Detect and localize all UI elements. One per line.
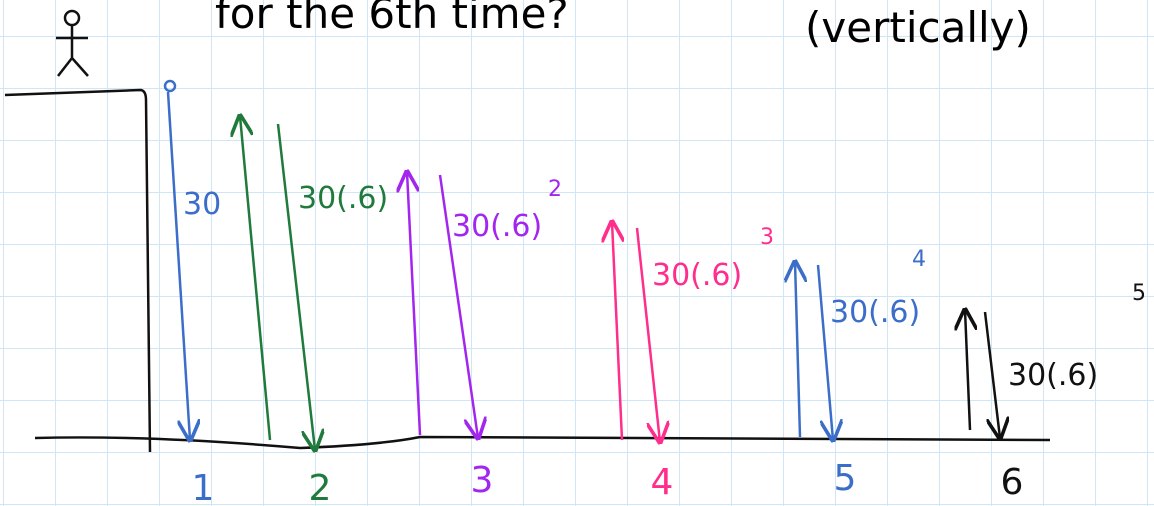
height-exponent: 2 [548, 177, 562, 202]
bounce-number: 6 [1001, 462, 1024, 503]
diagram: for the 6th time? (vertically) 30 30(.6)… [0, 0, 1154, 506]
height-label: 30(.6) [1008, 358, 1098, 393]
height-exponent: 5 [1132, 281, 1146, 306]
height-exponent: 3 [760, 225, 774, 250]
bounce-number: 1 [192, 468, 215, 506]
grid-paper [0, 0, 1154, 506]
height-label: 30 [183, 187, 221, 222]
height-label: 30(.6) [652, 258, 742, 293]
height-label: 30(.6) [830, 295, 920, 330]
bounce-number: 4 [651, 462, 674, 503]
height-label: 30(.6) [298, 181, 388, 216]
title: for the 6th time? [215, 0, 569, 38]
bounce-number: 2 [309, 468, 332, 506]
note: (vertically) [805, 3, 1031, 52]
height-label: 30(.6) [452, 209, 542, 244]
bounce-number: 5 [834, 458, 857, 499]
bounce-number: 3 [471, 460, 494, 501]
page: {"header": {"title": "for the 6th time?"… [0, 0, 1154, 506]
height-exponent: 4 [912, 247, 926, 272]
